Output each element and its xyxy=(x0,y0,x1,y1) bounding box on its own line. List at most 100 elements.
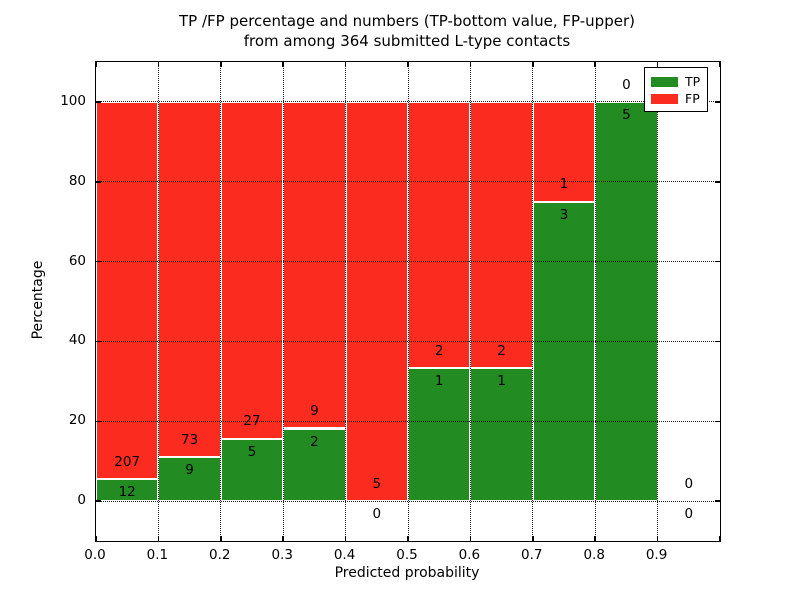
tp-count-label: 12 xyxy=(118,484,136,501)
y-tick-left xyxy=(96,181,101,183)
tp-count-label: 0 xyxy=(684,506,694,523)
y-tick-right xyxy=(715,340,720,343)
bar-tp-segment xyxy=(595,101,658,502)
y-tick-label: 20 xyxy=(68,412,86,429)
legend: TP FP xyxy=(644,67,708,112)
y-tick-right xyxy=(715,260,720,263)
gridline-horizontal xyxy=(96,340,720,342)
bar-tp-segment xyxy=(220,438,284,502)
bar-fp-segment xyxy=(345,101,408,502)
gridline-vertical xyxy=(657,62,659,541)
x-tick-label: 0.9 xyxy=(645,547,668,563)
x-tick-bottom xyxy=(594,536,596,541)
y-tick-right xyxy=(715,500,720,502)
x-tick-top xyxy=(594,62,596,67)
x-tick-top xyxy=(407,62,409,67)
gridline-vertical xyxy=(469,62,471,541)
y-tick-right xyxy=(715,420,720,422)
x-tick-top xyxy=(157,62,160,67)
x-tick-bottom xyxy=(407,536,409,541)
fp-count-label: 207 xyxy=(114,453,141,470)
bar-fp-segment xyxy=(220,101,284,439)
fp-count-label: 5 xyxy=(372,475,382,492)
tp-count-label: 0 xyxy=(372,506,382,523)
x-tick-top xyxy=(469,62,472,67)
x-tick-bottom xyxy=(532,536,534,541)
x-tick-label: 0.6 xyxy=(458,547,481,563)
bar-tp-segment xyxy=(408,368,471,502)
x-tick-bottom xyxy=(282,536,284,541)
fp-count-label: 2 xyxy=(497,342,506,359)
gridline-horizontal xyxy=(96,181,720,183)
gridline-vertical xyxy=(157,62,159,541)
y-tick-label: 40 xyxy=(68,332,86,349)
bar-fp-segment xyxy=(158,101,221,458)
gridline-vertical xyxy=(345,62,347,541)
tp-count-label: 3 xyxy=(559,206,569,223)
x-tick-bottom xyxy=(656,536,659,541)
chart-title: TP /FP percentage and numbers (TP-bottom… xyxy=(95,11,719,51)
x-tick-top xyxy=(95,62,97,67)
tp-count-label: 2 xyxy=(310,433,319,450)
bar-fp-segment xyxy=(96,101,159,480)
tp-count-label: 5 xyxy=(622,106,631,123)
x-tick-label: 0.1 xyxy=(146,547,169,563)
y-tick-label: 80 xyxy=(68,172,86,189)
x-tick-bottom xyxy=(344,536,347,541)
x-tick-bottom xyxy=(95,536,97,541)
chart-title-line1: TP /FP percentage and numbers (TP-bottom… xyxy=(179,12,635,30)
legend-swatch-fp-icon xyxy=(651,93,678,104)
y-axis-label: Percentage xyxy=(30,260,46,340)
bar-fp-segment xyxy=(408,101,471,369)
tp-count-label: 1 xyxy=(434,373,444,390)
gridline-vertical xyxy=(282,62,284,541)
bar-tp-segment xyxy=(470,368,533,502)
legend-label-tp: TP xyxy=(685,74,701,89)
x-tick-label: 0.7 xyxy=(521,547,543,563)
x-tick-bottom xyxy=(719,536,721,541)
y-tick-label: 60 xyxy=(68,252,86,269)
bar-fp-segment xyxy=(470,101,533,369)
x-tick-label: 0.8 xyxy=(583,547,605,563)
gridline-vertical xyxy=(220,62,222,541)
x-tick-label: 0.4 xyxy=(333,547,356,563)
legend-row: TP xyxy=(651,73,701,90)
y-tick-right xyxy=(715,101,720,103)
x-tick-top xyxy=(282,62,284,67)
tp-count-label: 5 xyxy=(247,443,257,460)
fp-count-label: 27 xyxy=(243,413,261,430)
fp-count-label: 73 xyxy=(181,432,199,448)
bar-tp-segment xyxy=(283,428,346,502)
bar-tp-segment xyxy=(532,201,596,502)
bar-fp-segment xyxy=(283,101,346,429)
x-tick-bottom xyxy=(220,536,222,541)
x-tick-label: 0.2 xyxy=(209,547,231,563)
x-tick-top xyxy=(719,62,721,67)
y-tick-left xyxy=(96,420,101,422)
gridline-vertical xyxy=(532,62,534,541)
gridline-horizontal xyxy=(96,420,720,422)
fp-count-label: 0 xyxy=(622,76,631,93)
gridline-horizontal xyxy=(96,500,720,502)
gridline-vertical xyxy=(594,62,596,541)
fp-count-label: 0 xyxy=(684,475,694,492)
legend-row: FP xyxy=(651,90,701,107)
bar-fp-segment xyxy=(532,101,596,202)
y-tick-left xyxy=(96,500,101,502)
gridline-horizontal xyxy=(96,101,720,103)
tp-count-label: 9 xyxy=(185,462,194,479)
x-tick-label: 0.5 xyxy=(396,547,418,563)
x-tick-top xyxy=(656,62,659,67)
fp-count-label: 1 xyxy=(559,176,569,193)
y-tick-label: 0 xyxy=(77,492,86,509)
y-tick-left xyxy=(96,101,101,103)
gridline-vertical xyxy=(407,62,409,541)
x-tick-label: 0.0 xyxy=(84,547,106,563)
y-tick-label: 100 xyxy=(60,92,86,109)
plot-area: TP FP 207 12 73 9 27 5 9 2 5 0 2 1 2 1 1 3 0 5 0 0 xyxy=(95,61,721,542)
legend-swatch-tp-icon xyxy=(651,76,678,87)
bar-tp-segment xyxy=(96,479,159,502)
x-tick-bottom xyxy=(469,536,472,541)
x-tick-bottom xyxy=(157,536,160,541)
